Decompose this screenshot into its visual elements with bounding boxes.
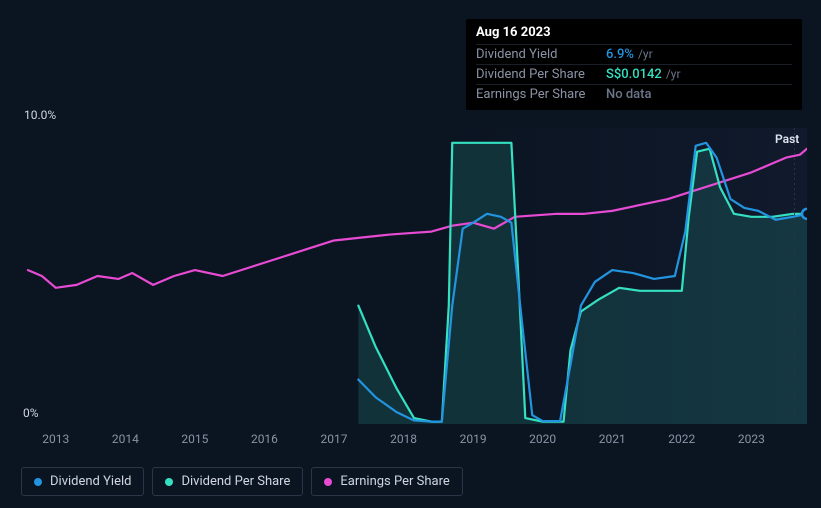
x-tick: 2015 — [181, 432, 208, 446]
x-tick: 2017 — [321, 432, 348, 446]
tooltip-row-unit: /yr — [666, 67, 681, 81]
x-tick: 2021 — [599, 432, 626, 446]
series-end-marker-dividend-yield — [802, 209, 807, 219]
tooltip-row: Earnings Per ShareNo data — [476, 84, 792, 104]
x-tick: 2020 — [529, 432, 556, 446]
tooltip-row: Dividend Per ShareS$0.0142/yr — [476, 64, 792, 84]
legend-label: Earnings Per Share — [340, 474, 449, 489]
tooltip-row-value: No data — [606, 87, 652, 102]
tooltip-row-unit: /yr — [638, 47, 653, 61]
tooltip-row-label: Dividend Per Share — [476, 67, 606, 82]
legend-item-dividend-yield[interactable]: Dividend Yield — [21, 467, 144, 496]
legend-item-dividend-per-share[interactable]: Dividend Per Share — [152, 467, 303, 496]
x-tick: 2016 — [251, 432, 278, 446]
tooltip-row: Dividend Yield6.9% /yr — [476, 44, 792, 64]
legend-dot — [165, 478, 173, 486]
chart-plot[interactable] — [21, 128, 807, 424]
x-tick: 2014 — [112, 432, 139, 446]
legend: Dividend Yield Dividend Per Share Earnings… — [21, 467, 463, 496]
legend-label: Dividend Per Share — [181, 474, 290, 489]
x-tick: 2018 — [390, 432, 417, 446]
tooltip-row-value-wrap: S$0.0142/yr — [606, 67, 681, 82]
tooltip-date: Aug 16 2023 — [476, 25, 792, 44]
tooltip-row-label: Dividend Yield — [476, 47, 606, 62]
past-label: Past — [775, 132, 799, 146]
x-tick: 2013 — [42, 432, 69, 446]
tooltip-panel: Aug 16 2023Dividend Yield6.9%/yrDividend… — [466, 19, 802, 110]
tooltip-row-label: Earnings Per Share — [476, 87, 606, 102]
legend-label: Dividend Yield — [50, 474, 131, 489]
x-tick: 2019 — [460, 432, 487, 446]
tooltip-row-value-wrap: 6.9% /yr — [606, 47, 653, 62]
legend-item-earnings-per-share[interactable]: Earnings Per Share — [311, 467, 462, 496]
x-tick: 2022 — [668, 432, 695, 446]
x-tick: 2023 — [738, 432, 765, 446]
tooltip-row-value: S$0.0142 — [606, 67, 662, 82]
legend-dot — [324, 478, 332, 486]
tooltip-row-value-wrap: No data — [606, 87, 652, 102]
tooltip-row-value: 6.9% — [606, 47, 634, 62]
y-axis-max-label: 10.0% — [24, 108, 56, 122]
legend-dot — [34, 478, 42, 486]
y-axis-min-label: 0% — [23, 406, 39, 420]
